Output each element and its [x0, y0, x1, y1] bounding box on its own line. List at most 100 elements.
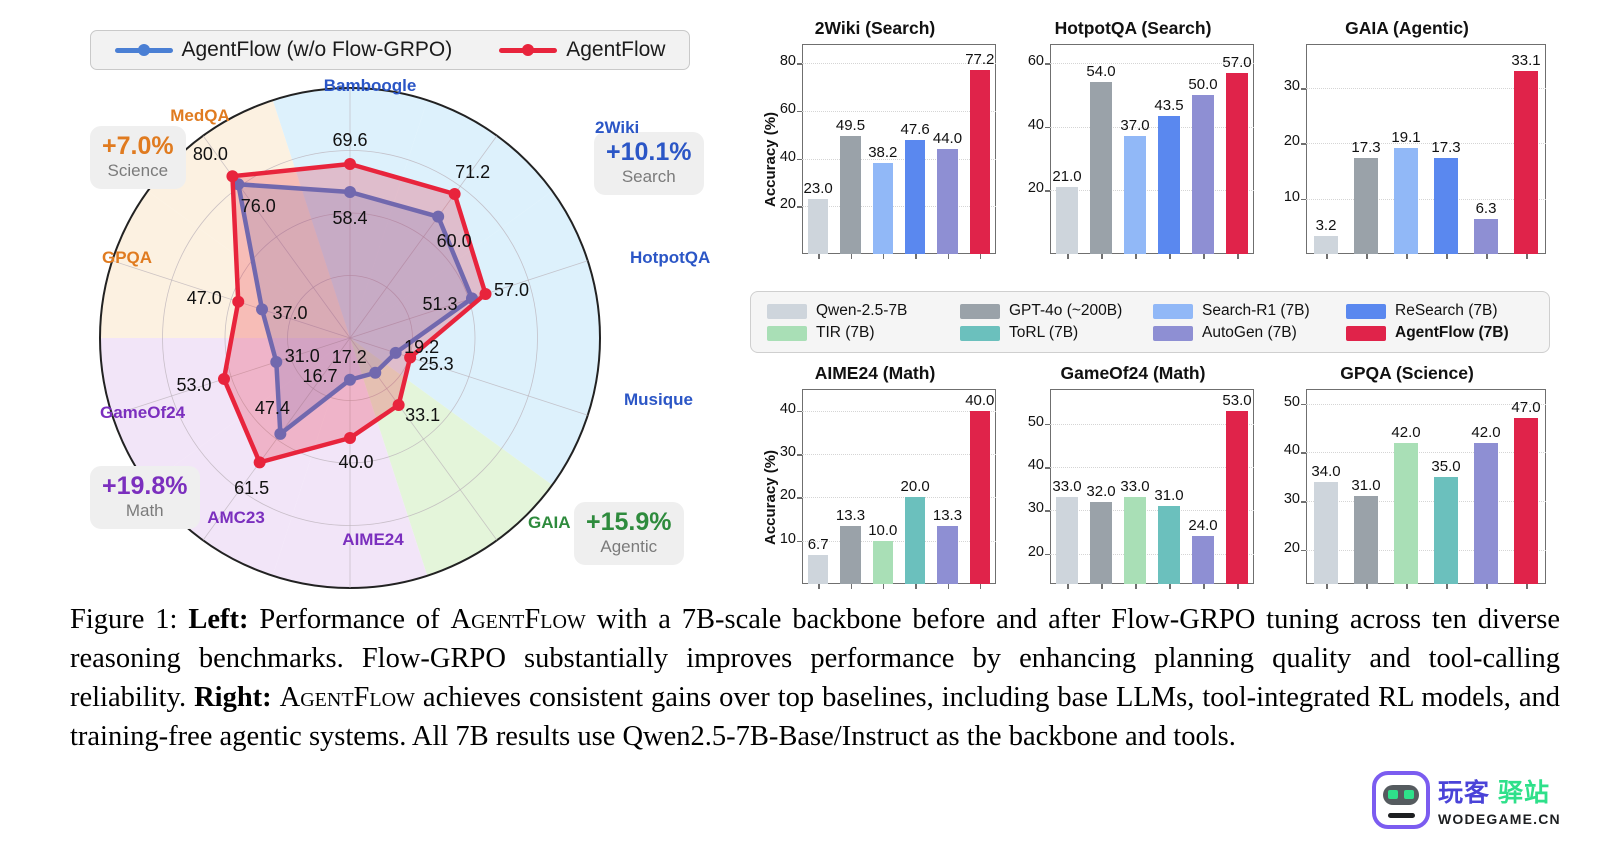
radar-value-after-hotpotqa: 57.0 [493, 279, 530, 300]
bar-legend-label: GPT-4o (~200B) [1009, 302, 1123, 319]
watermark-brand-right: 驿站 [1497, 779, 1550, 807]
bar-value-label: 42.0 [1391, 423, 1421, 441]
bar-value-label: 23.0 [803, 180, 833, 198]
chart-title: GPQA (Science) [1340, 363, 1474, 383]
plot-frame [1050, 389, 1254, 584]
y-tick-mark [797, 454, 802, 456]
bar-legend-label: Qwen-2.5-7B [816, 302, 908, 319]
bar [1393, 148, 1419, 254]
radar-plot [99, 87, 601, 589]
y-tick-label: 20 [1283, 539, 1300, 556]
bar [1090, 501, 1112, 584]
color-swatch-icon [1153, 325, 1193, 341]
radar-value-after-amc23: 61.5 [234, 478, 270, 499]
gain-badge-search: +10.1% Search [594, 132, 704, 196]
plot-frame [802, 389, 996, 584]
y-tick-label: 60 [1027, 53, 1044, 70]
y-tick-label: 40 [1027, 457, 1044, 473]
y-tick-mark [797, 63, 802, 65]
bar [808, 554, 829, 584]
bar-value-label: 42.0 [1471, 423, 1501, 441]
chart-title: HotpotQA (Search) [1054, 18, 1212, 38]
bar [1124, 497, 1146, 584]
bar-value-label: 53.0 [1222, 391, 1252, 409]
bar [872, 162, 893, 254]
y-tick-label: 30 [779, 444, 796, 460]
radar-axis-label-gpqa: GPQA [102, 248, 153, 267]
x-tick-mark [1203, 254, 1205, 259]
plot-frame [802, 44, 996, 254]
radar-value-before-bamboogle: 58.4 [332, 208, 368, 228]
x-tick-mark [1101, 584, 1103, 589]
radar-value-before-gameof24: 31.0 [284, 345, 320, 366]
y-tick-label: 20 [779, 196, 796, 213]
bar [969, 410, 990, 584]
x-tick-mark [1486, 254, 1488, 259]
y-tick-label: 20 [1027, 543, 1044, 560]
gain-percent: +19.8% [102, 472, 188, 500]
gain-category: Agentic [600, 537, 658, 557]
bar [1513, 418, 1539, 584]
bar-charts-legend: Qwen-2.5-7B GPT-4o (~200B) Search-R1 (7B) R… [750, 291, 1550, 353]
bar-value-label: 13.3 [932, 507, 963, 525]
color-swatch-icon [1153, 303, 1193, 319]
x-tick-mark [1169, 584, 1171, 589]
radar-value-after-gaia: 33.1 [405, 404, 441, 425]
bar-legend-label: AgentFlow (7B) [1395, 324, 1509, 341]
watermark: 玩客 驿站 WODEGAME.CN [1372, 764, 1602, 836]
bar-value-label: 20.0 [900, 478, 930, 496]
y-tick-mark [797, 410, 802, 413]
bar-legend-item: ToRL (7B) [960, 324, 1147, 342]
bar [937, 526, 958, 584]
chart-title: GameOf24 (Math) [1060, 363, 1206, 383]
y-tick-mark [1301, 452, 1306, 454]
y-tick-label: 40 [1283, 442, 1300, 459]
figure-caption: Figure 1: Left: Performance of AgentFlow… [70, 600, 1560, 756]
bar-legend-item: Qwen-2.5-7B [767, 302, 954, 320]
gridline [1050, 553, 1254, 556]
color-swatch-icon [767, 325, 807, 341]
gridline [1050, 423, 1254, 426]
caption-brand-2: AgentFlow [279, 682, 415, 713]
gain-percent: +7.0% [102, 132, 174, 160]
radar-value-after-musique: 25.3 [418, 353, 454, 374]
gain-category: Search [621, 167, 676, 187]
y-tick-mark [1045, 190, 1050, 192]
caption-figure-number: Figure 1: [70, 604, 178, 635]
caption-text-3 [272, 682, 280, 713]
gridline [1050, 126, 1254, 129]
bar [937, 149, 958, 254]
radar-value-after-aime24: 40.0 [338, 452, 374, 472]
bar [1192, 94, 1214, 254]
y-tick-mark [1045, 63, 1050, 65]
radar-legend-label: AgentFlow (w/o Flow-GRPO) [181, 38, 453, 61]
x-tick-mark [1486, 584, 1488, 589]
bar-value-label: 3.2 [1315, 217, 1337, 235]
bar-legend-label: AutoGen (7B) [1202, 324, 1297, 341]
bar-value-label: 44.0 [932, 130, 963, 147]
radar-axis-label-medqa: MedQA [170, 106, 230, 125]
bar-value-label: 37.0 [1120, 117, 1150, 135]
y-tick-mark [797, 206, 802, 208]
bar-value-label: 33.1 [1511, 52, 1541, 70]
x-tick-mark [1366, 254, 1368, 259]
bar-value-label: 50.0 [1188, 75, 1218, 93]
gridline [1050, 467, 1254, 469]
y-tick-mark [1045, 126, 1050, 129]
gain-badge-science: +7.0% Science [90, 126, 186, 190]
y-tick-mark [797, 158, 802, 161]
radar-value-before-hotpotqa: 51.3 [422, 294, 458, 315]
gridline [1306, 88, 1546, 90]
x-tick-mark [1326, 254, 1328, 259]
x-tick-mark [818, 254, 820, 259]
y-tick-mark [1045, 467, 1050, 469]
x-tick-mark [1406, 584, 1408, 589]
y-tick-label: 50 [1027, 413, 1044, 430]
bar [905, 497, 926, 584]
bar [1226, 72, 1248, 254]
bar-value-label: 6.3 [1475, 200, 1497, 218]
gridline [1306, 198, 1546, 201]
bar-chart-2wiki: 2Wiki (Search) 20 40 60 80 Accuracy (%) 23.0 49… [750, 18, 1000, 268]
bar [1473, 219, 1499, 254]
radar-value-after-gpqa: 47.0 [186, 287, 222, 308]
